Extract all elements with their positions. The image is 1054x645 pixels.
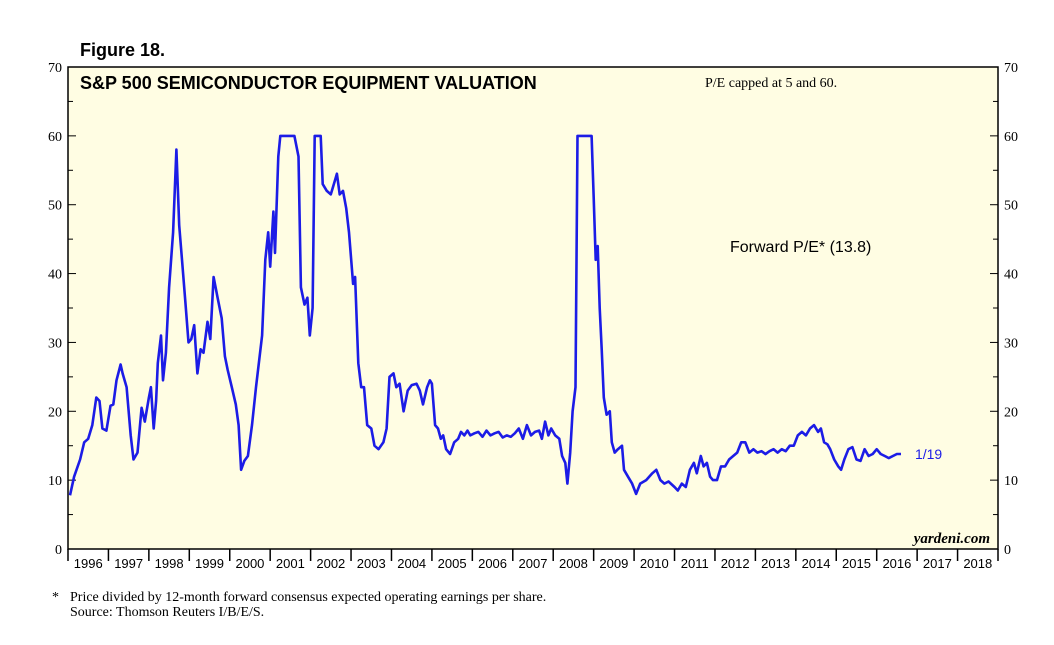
- x-tick-label: 2015: [842, 556, 871, 571]
- x-axis: 1996 1997 1998 1999 2000 2001 2002 2003 2004 2005…: [67, 549, 999, 571]
- y-tick-label-right: 60: [1004, 130, 1018, 145]
- x-tick-label: 2000: [235, 556, 264, 571]
- watermark: yardeni.com: [912, 531, 990, 547]
- x-tick-label: 2004: [397, 556, 426, 571]
- x-tick-label: 2012: [721, 556, 750, 571]
- y-tick-label-left: 40: [48, 268, 62, 283]
- y-tick-label-right: 70: [1004, 61, 1018, 76]
- latest-date-label: 1/19: [915, 446, 942, 462]
- y-tick-label-right: 50: [1004, 199, 1018, 214]
- y-tick-label-left: 70: [48, 61, 62, 76]
- x-tick-label: 2005: [438, 556, 467, 571]
- x-tick-label: 2009: [599, 556, 628, 571]
- y-tick-label-right: 20: [1004, 405, 1018, 420]
- y-tick-label-left: 10: [48, 474, 62, 489]
- forward-pe-line: [68, 134, 901, 496]
- pe-chart: Figure 18. S&P 500 SEMICONDUCTOR EQUIPME…: [48, 40, 1018, 571]
- x-tick-label: 2011: [681, 556, 709, 571]
- x-tick-label: 2008: [559, 556, 588, 571]
- x-tick-label: 2016: [882, 556, 911, 571]
- x-tick-label: 2010: [640, 556, 669, 571]
- x-tick-label: 1998: [155, 556, 184, 571]
- x-tick-label: 2002: [316, 556, 345, 571]
- x-tick-label: 1996: [74, 556, 103, 571]
- x-tick-label: 2003: [357, 556, 386, 571]
- series-label: Forward P/E* (13.8): [730, 239, 871, 256]
- footnote-marker: *: [52, 590, 59, 605]
- y-tick-label-right: 40: [1004, 268, 1018, 283]
- x-tick-label: 2007: [519, 556, 548, 571]
- y-tick-label-right: 30: [1004, 336, 1018, 351]
- y-tick-label-left: 50: [48, 199, 62, 214]
- footnote-text: Price divided by 12-month forward consen…: [70, 590, 547, 605]
- x-tick-label: 2018: [963, 556, 992, 571]
- chart-title: S&P 500 SEMICONDUCTOR EQUIPMENT VALUATIO…: [80, 73, 537, 93]
- source-line: Source: Thomson Reuters I/B/E/S.: [70, 605, 265, 620]
- x-tick-label: 1999: [195, 556, 224, 571]
- y-tick-label-right: 0: [1004, 543, 1011, 558]
- x-tick-label: 2014: [802, 556, 831, 571]
- y-tick-label-left: 20: [48, 405, 62, 420]
- y-tick-label-left: 0: [55, 543, 62, 558]
- y-tick-label-right: 10: [1004, 474, 1018, 489]
- x-tick-label: 2017: [923, 556, 952, 571]
- footnote: * Price divided by 12-month forward conse…: [52, 590, 546, 620]
- x-tick-label: 2006: [478, 556, 507, 571]
- y-tick-label-left: 60: [48, 130, 62, 145]
- x-tick-label: 2013: [761, 556, 790, 571]
- cap-note: P/E capped at 5 and 60.: [705, 76, 837, 91]
- plot-area: [67, 66, 999, 550]
- figure-label: Figure 18.: [80, 40, 165, 60]
- right-y-axis: 0 10 20 30 40 50 60 70: [990, 61, 1018, 558]
- x-tick-label: 1997: [114, 556, 143, 571]
- x-tick-label: 2001: [276, 556, 305, 571]
- y-tick-label-left: 30: [48, 336, 62, 351]
- left-y-axis: 0 10 20 30 40 50 60 70: [48, 61, 76, 558]
